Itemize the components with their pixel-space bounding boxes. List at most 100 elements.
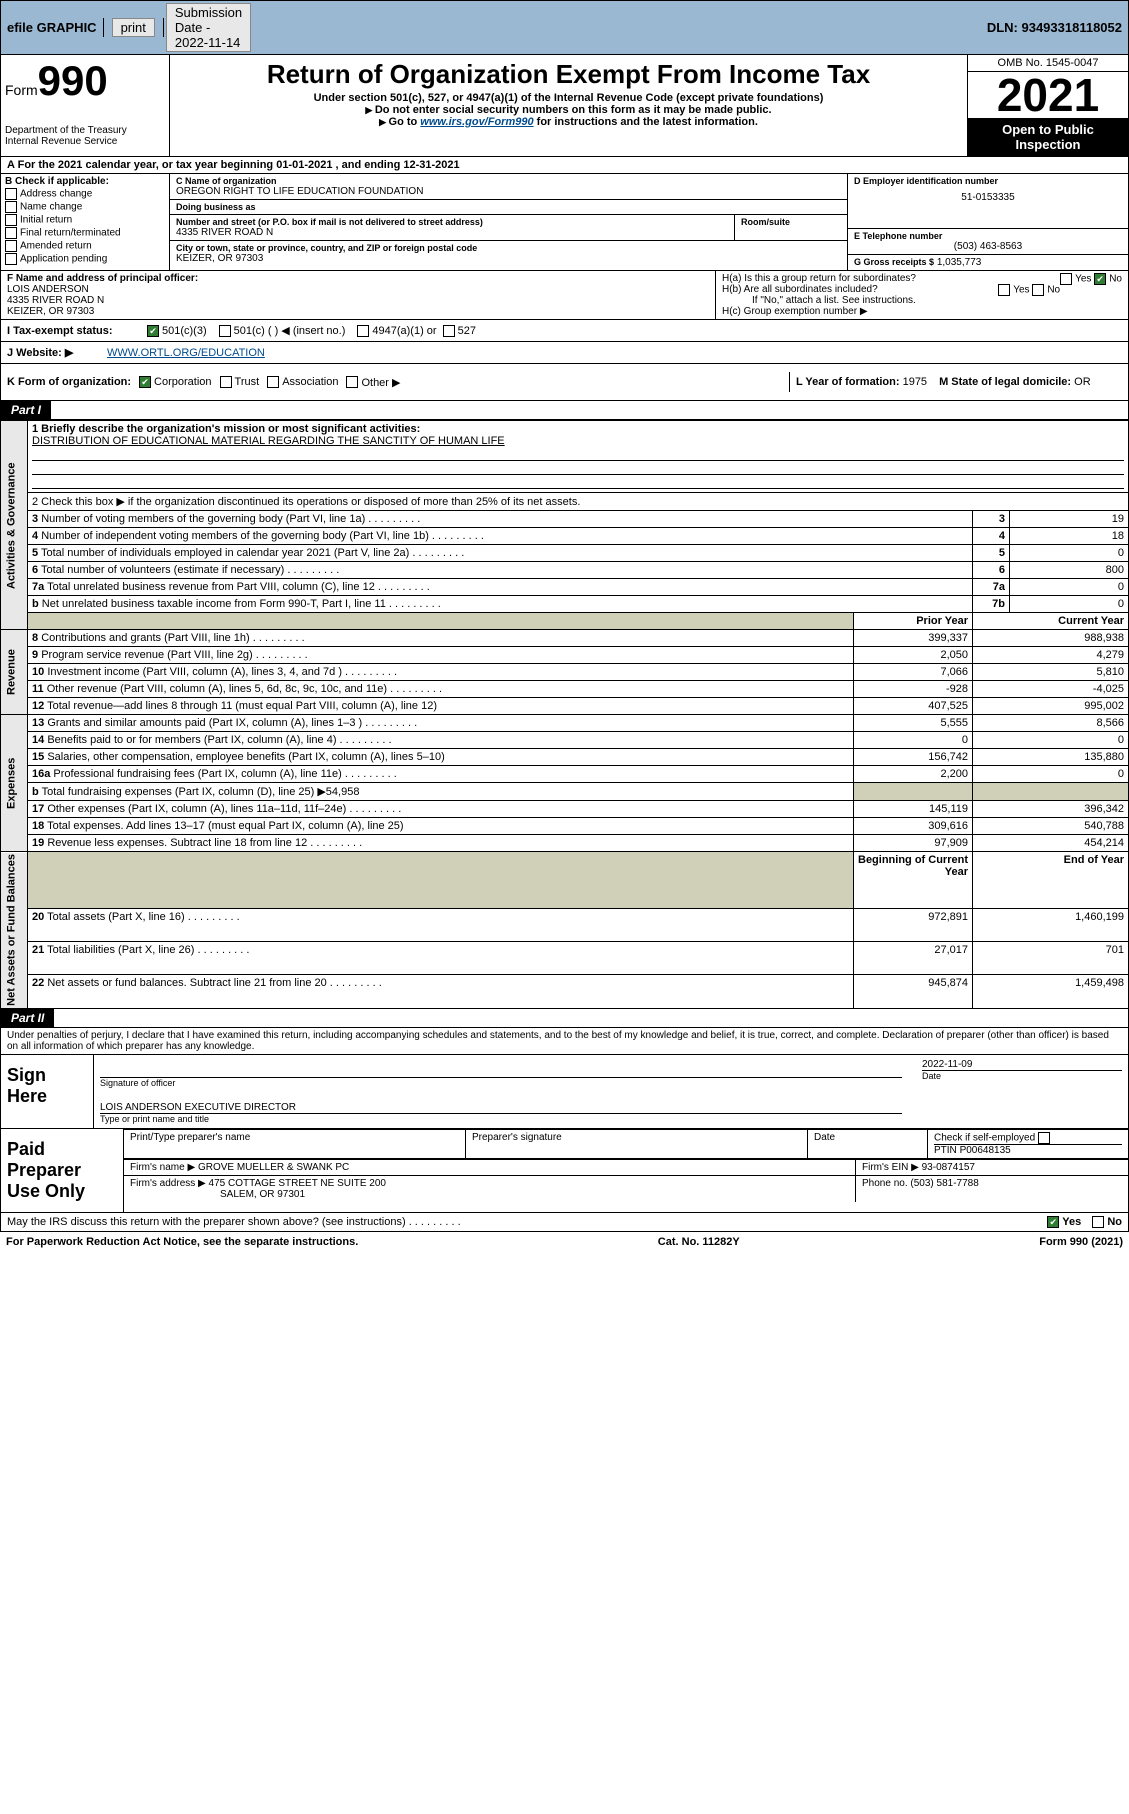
hb-yes[interactable]	[998, 284, 1010, 296]
header-mid: Return of Organization Exempt From Incom…	[170, 55, 967, 156]
street-label: Number and street (or P.O. box if mail i…	[176, 217, 728, 227]
chk-trust[interactable]	[220, 376, 232, 388]
org-name-label: C Name of organization	[176, 176, 841, 186]
sub3-post: for instructions and the latest informat…	[534, 116, 758, 128]
print-button[interactable]: print	[112, 18, 155, 37]
dba-label: Doing business as	[176, 202, 841, 212]
may-no-chk[interactable]	[1092, 1216, 1104, 1228]
website-link[interactable]: WWW.ORTL.ORG/EDUCATION	[107, 347, 265, 359]
gov-row-4: Number of independent voting members of …	[41, 530, 484, 542]
chk-initial-return[interactable]: Initial return	[5, 214, 165, 226]
chk-527[interactable]	[443, 325, 455, 337]
chk-application-pending[interactable]: Application pending	[5, 253, 165, 265]
chk-other[interactable]	[346, 376, 358, 388]
row-a-text: For the 2021 calendar year, or tax year …	[18, 159, 460, 171]
side-na: Net Assets or Fund Balances	[1, 852, 28, 1009]
chk-self-employed[interactable]	[1038, 1132, 1050, 1144]
gov-row-3: Number of voting members of the governin…	[41, 513, 420, 525]
chk-final-return[interactable]: Final return/terminated	[5, 227, 165, 239]
chk-501c[interactable]	[219, 325, 231, 337]
submission-date-button[interactable]: Submission Date - 2022-11-14	[166, 3, 251, 52]
hb-no[interactable]	[1032, 284, 1044, 296]
chk-address-change[interactable]: Address change	[5, 188, 165, 200]
form-prefix: Form	[5, 82, 38, 98]
gov-val-5: 0	[1010, 545, 1129, 562]
officer-type-name: LOIS ANDERSON EXECUTIVE DIRECTOR	[100, 1102, 902, 1113]
officer-addr2: KEIZER, OR 97303	[7, 306, 709, 317]
self-emp-label: Check if self-employed	[934, 1132, 1035, 1143]
form-title: Return of Organization Exempt From Incom…	[174, 59, 963, 90]
top-bar: efile GRAPHIC print Submission Date - 20…	[0, 0, 1129, 55]
prep-col-name: Print/Type preparer's name	[124, 1130, 466, 1159]
exp-16a: Professional fundraising fees (Part IX, …	[53, 768, 396, 780]
gov-val-4: 18	[1010, 528, 1129, 545]
header-left: Form990 Department of the Treasury Inter…	[1, 55, 170, 156]
part1-table: Activities & Governance 1 Briefly descri…	[0, 420, 1129, 1009]
sig-officer-label: Signature of officer	[100, 1077, 902, 1088]
irs-label: Internal Revenue Service	[5, 136, 165, 147]
street-value: 4335 RIVER ROAD N	[176, 227, 728, 238]
firm-addr-label: Firm's address ▶	[130, 1178, 206, 1189]
may-irs-text: May the IRS discuss this return with the…	[7, 1216, 461, 1228]
dept-label: Department of the Treasury	[5, 125, 165, 136]
footer-left: For Paperwork Reduction Act Notice, see …	[6, 1236, 358, 1248]
gov-row-6: Total number of volunteers (estimate if …	[41, 564, 339, 576]
side-exp: Expenses	[1, 715, 28, 852]
chk-name-change[interactable]: Name change	[5, 201, 165, 213]
hdr-end: End of Year	[973, 852, 1129, 909]
sign-here-label: Sign Here	[1, 1055, 94, 1128]
i-label: I Tax-exempt status:	[7, 325, 147, 337]
paid-preparer-label: Paid Preparer Use Only	[1, 1129, 124, 1212]
ein-label: D Employer identification number	[854, 176, 1122, 186]
chk-assoc[interactable]	[267, 376, 279, 388]
gross-label: G Gross receipts $	[854, 257, 934, 267]
form-number: 990	[38, 57, 108, 104]
room-label: Room/suite	[735, 215, 847, 240]
side-rev: Revenue	[1, 630, 28, 715]
tax-year: 2021	[968, 72, 1128, 118]
sig-date-label: Date	[922, 1070, 1122, 1081]
row-a: A For the 2021 calendar year, or tax yea…	[0, 157, 1129, 174]
l-value: 1975	[903, 376, 927, 388]
may-irs-row: May the IRS discuss this return with the…	[0, 1213, 1129, 1232]
hb-label: H(b) Are all subordinates included?	[722, 284, 878, 295]
officer-sub-label: Type or print name and title	[100, 1113, 902, 1124]
exp-18: Total expenses. Add lines 13–17 (must eq…	[47, 820, 403, 832]
chk-corp[interactable]: ✔	[139, 376, 151, 388]
org-name: OREGON RIGHT TO LIFE EDUCATION FOUNDATIO…	[176, 186, 841, 197]
exp-14: Benefits paid to or for members (Part IX…	[47, 734, 391, 746]
hdr-current: Current Year	[973, 613, 1129, 630]
col-de: D Employer identification number 51-0153…	[847, 174, 1128, 270]
officer-name: LOIS ANDERSON	[7, 284, 709, 295]
form990-link[interactable]: www.irs.gov/Form990	[420, 116, 533, 128]
chk-501c3[interactable]: ✔	[147, 325, 159, 337]
firm-addr2: SALEM, OR 97301	[130, 1189, 849, 1200]
may-yes-chk[interactable]: ✔	[1047, 1216, 1059, 1228]
gross-value: 1,035,773	[937, 257, 982, 268]
na-21: Total liabilities (Part X, line 26)	[47, 944, 249, 956]
sign-block: Sign Here Signature of officer LOIS ANDE…	[0, 1055, 1129, 1129]
rev-10: Investment income (Part VIII, column (A)…	[47, 666, 397, 678]
rev-11: Other revenue (Part VIII, column (A), li…	[47, 683, 442, 695]
footer-mid: Cat. No. 11282Y	[658, 1236, 740, 1248]
m-value: OR	[1074, 376, 1091, 388]
part2-header: Part II Signature Block	[0, 1009, 1129, 1028]
exp-17: Other expenses (Part IX, column (A), lin…	[47, 803, 401, 815]
chk-amended-return[interactable]: Amended return	[5, 240, 165, 252]
q1-label: 1 Briefly describe the organization's mi…	[32, 423, 1124, 435]
exp-15: Salaries, other compensation, employee b…	[47, 751, 444, 763]
firm-ein: 93-0874157	[922, 1162, 975, 1173]
phone-value: (503) 463-8563	[854, 241, 1122, 252]
phone-label: E Telephone number	[854, 231, 1122, 241]
ha-no[interactable]: ✔	[1094, 273, 1106, 285]
form-header: Form990 Department of the Treasury Inter…	[0, 55, 1129, 157]
check-b-label: B Check if applicable:	[5, 176, 165, 187]
rev-12: Total revenue—add lines 8 through 11 (mu…	[47, 700, 437, 712]
hdr-begin: Beginning of Current Year	[854, 852, 973, 909]
footer-right: Form 990 (2021)	[1039, 1236, 1123, 1248]
row-k: K Form of organization: ✔ Corporation Tr…	[0, 364, 1129, 401]
gov-row-7a: Total unrelated business revenue from Pa…	[47, 581, 430, 593]
ha-yes[interactable]	[1060, 273, 1072, 285]
chk-4947[interactable]	[357, 325, 369, 337]
j-label: J Website: ▶	[7, 346, 107, 359]
